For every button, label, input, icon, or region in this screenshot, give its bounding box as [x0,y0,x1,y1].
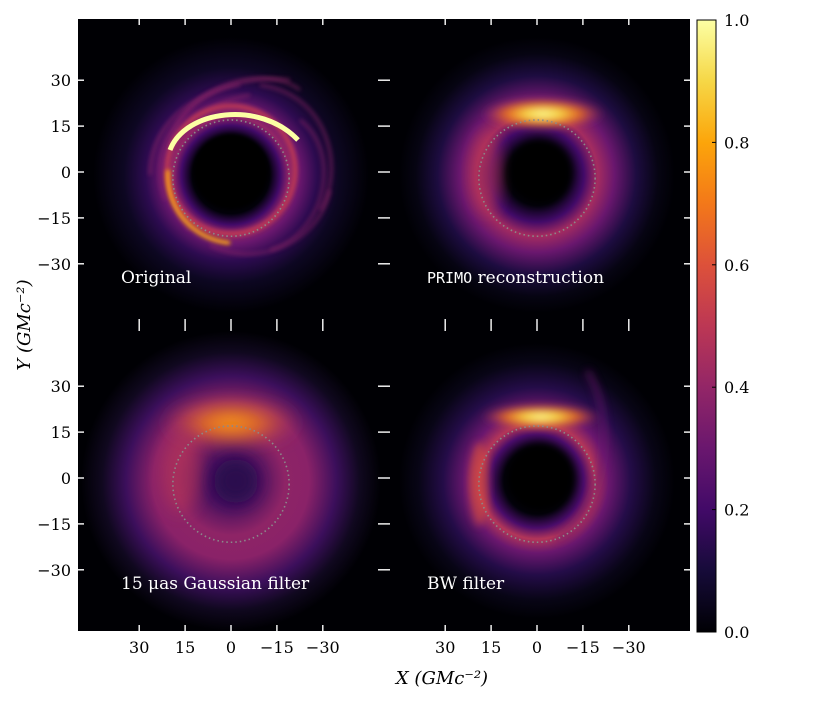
shadow [193,134,269,210]
bright-arc-left [165,169,231,245]
outer-filament [555,369,607,542]
shadow [506,444,574,512]
reference-circle [478,425,596,544]
shadow [214,459,258,504]
colorbar [696,19,717,633]
y-tick-label: 30 [51,377,71,396]
x-tick-label: −15 [260,638,294,657]
spiral-filament [158,77,291,201]
reference-circle [172,119,290,238]
panel-gaussian [78,325,384,631]
y-tick-label: 0 [61,469,71,488]
y-axis-title: Y (GMc⁻²) [14,279,35,370]
x-tick-label: 15 [175,638,195,657]
bright-arc [167,112,300,152]
panel-label-primo: PRIMO reconstruction [427,268,604,288]
y-tick-label: 0 [61,163,71,182]
x-tick-label: 0 [226,638,236,657]
left-lobe [469,442,489,527]
panel-primo [384,19,690,325]
panel-label-gaussian: 15 μas Gaussian filter [121,574,310,594]
y-tick-label: −30 [37,561,71,580]
reference-circle [172,425,290,544]
colorbar-tick-label: 0.4 [724,378,749,397]
x-tick-label: −15 [566,638,600,657]
spiral-filament [269,118,326,252]
y-tick-label: 15 [51,423,71,442]
panel-original [78,19,384,325]
y-tick-label: 30 [51,71,71,90]
left-lobe [161,431,201,512]
panel-label-original: Original [121,268,191,288]
x-tick-label: 30 [435,638,455,657]
primo-label-rest: reconstruction [472,268,604,288]
spiral-filament [209,189,332,256]
x-tick-label: −30 [612,638,646,657]
x-tick-label: −30 [306,638,340,657]
colorbar-tick-label: 0.2 [724,501,749,520]
bright-crescent [481,403,601,430]
shadow [508,140,572,204]
spiral-filament [168,76,301,151]
colorbar-tick-label: 1.0 [724,11,749,30]
axes: 30 15 0 −15 −30 30 15 0 −15 −30 30 15 0 −15 −30 30 15 0 −1… [37,19,690,657]
x-axis-title: X (GMc⁻²) [394,668,488,689]
colorbar-ticks: 0.0 0.2 0.4 0.6 0.8 1.0 [712,11,749,642]
x-tick-label: 0 [532,638,542,657]
x-tick-label: 15 [481,638,501,657]
y-tick-label: 15 [51,117,71,136]
bright-crescent [481,97,605,130]
x-tick-label: 30 [129,638,149,657]
y-tick-label: −15 [37,209,71,228]
y-tick-label: −15 [37,515,71,534]
reference-circle [478,119,596,238]
colorbar-tick-label: 0.6 [724,256,749,275]
spiral-filament [259,83,333,211]
blurred-crescent [161,396,301,449]
spiral-filament [148,83,241,176]
image-panels [78,19,690,631]
colorbar-tick-label: 0.8 [724,133,749,152]
primo-monospace: PRIMO [427,269,472,287]
y-tick-label: −30 [37,255,71,274]
colorbar-tick-label: 0.0 [724,623,749,642]
left-lobe [473,132,501,212]
panel-bw [384,325,690,631]
panel-label-bw: BW filter [427,574,505,594]
